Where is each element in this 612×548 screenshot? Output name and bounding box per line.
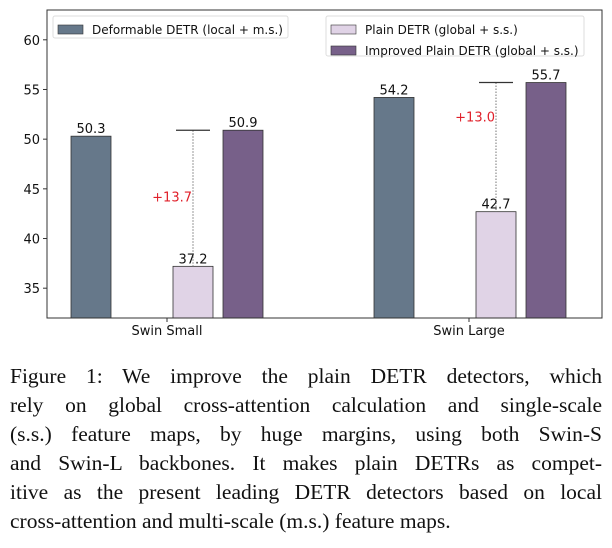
legend-box-right [325,15,585,57]
figure-caption: Figure 1: We improve the plain DETR dete… [10,362,602,536]
axes-frame [46,9,603,319]
data-label: 54.2 [380,83,409,98]
gain-annotation: +13.7 [152,190,192,205]
bar [525,82,567,319]
caption-line: (s.s.) feature maps, by huge margins, us… [10,422,602,446]
data-label: 42.7 [482,198,511,213]
data-label: 50.9 [229,116,258,131]
bar [172,265,214,319]
caption-line: rely on global cross-attention calculati… [10,393,602,417]
caption-line: and Swin-L backbones. It makes plain DET… [10,451,602,475]
gain-annotation: +13.0 [455,110,495,125]
legend-swatch [57,24,84,35]
legend-label: Improved Plain DETR (global + s.s.) [365,44,579,58]
caption-line: cross-attention and multi-scale (m.s.) f… [10,509,451,533]
data-label: 50.3 [77,122,106,137]
y-tick-label: 60 [23,34,40,49]
legend-swatch [330,45,357,56]
data-label: 55.7 [532,69,561,84]
caption-line: Figure 1: We improve the plain DETR dete… [10,364,602,388]
y-tick-label: 55 [23,83,40,98]
y-tick-label: 35 [23,282,40,297]
y-tick-label: 50 [23,133,40,148]
legend-label: Plain DETR (global + s.s.) [365,23,518,37]
x-tick-label: Swin Large [433,324,504,339]
bar [373,97,415,319]
bar [475,211,517,319]
bar [222,129,264,319]
caption-line: itive as the present leading DETR detect… [10,480,602,504]
bar-chart: 50.354.237.242.750.955.7+13.7+13.0354045… [23,9,603,339]
legend-swatch [330,24,357,35]
bar [70,135,112,319]
legend-label: Deformable DETR (local + m.s.) [92,23,283,37]
y-tick-label: 40 [23,233,40,248]
legend-box-left [52,15,289,39]
x-tick-label: Swin Small [132,324,203,339]
y-tick-label: 45 [23,183,40,198]
